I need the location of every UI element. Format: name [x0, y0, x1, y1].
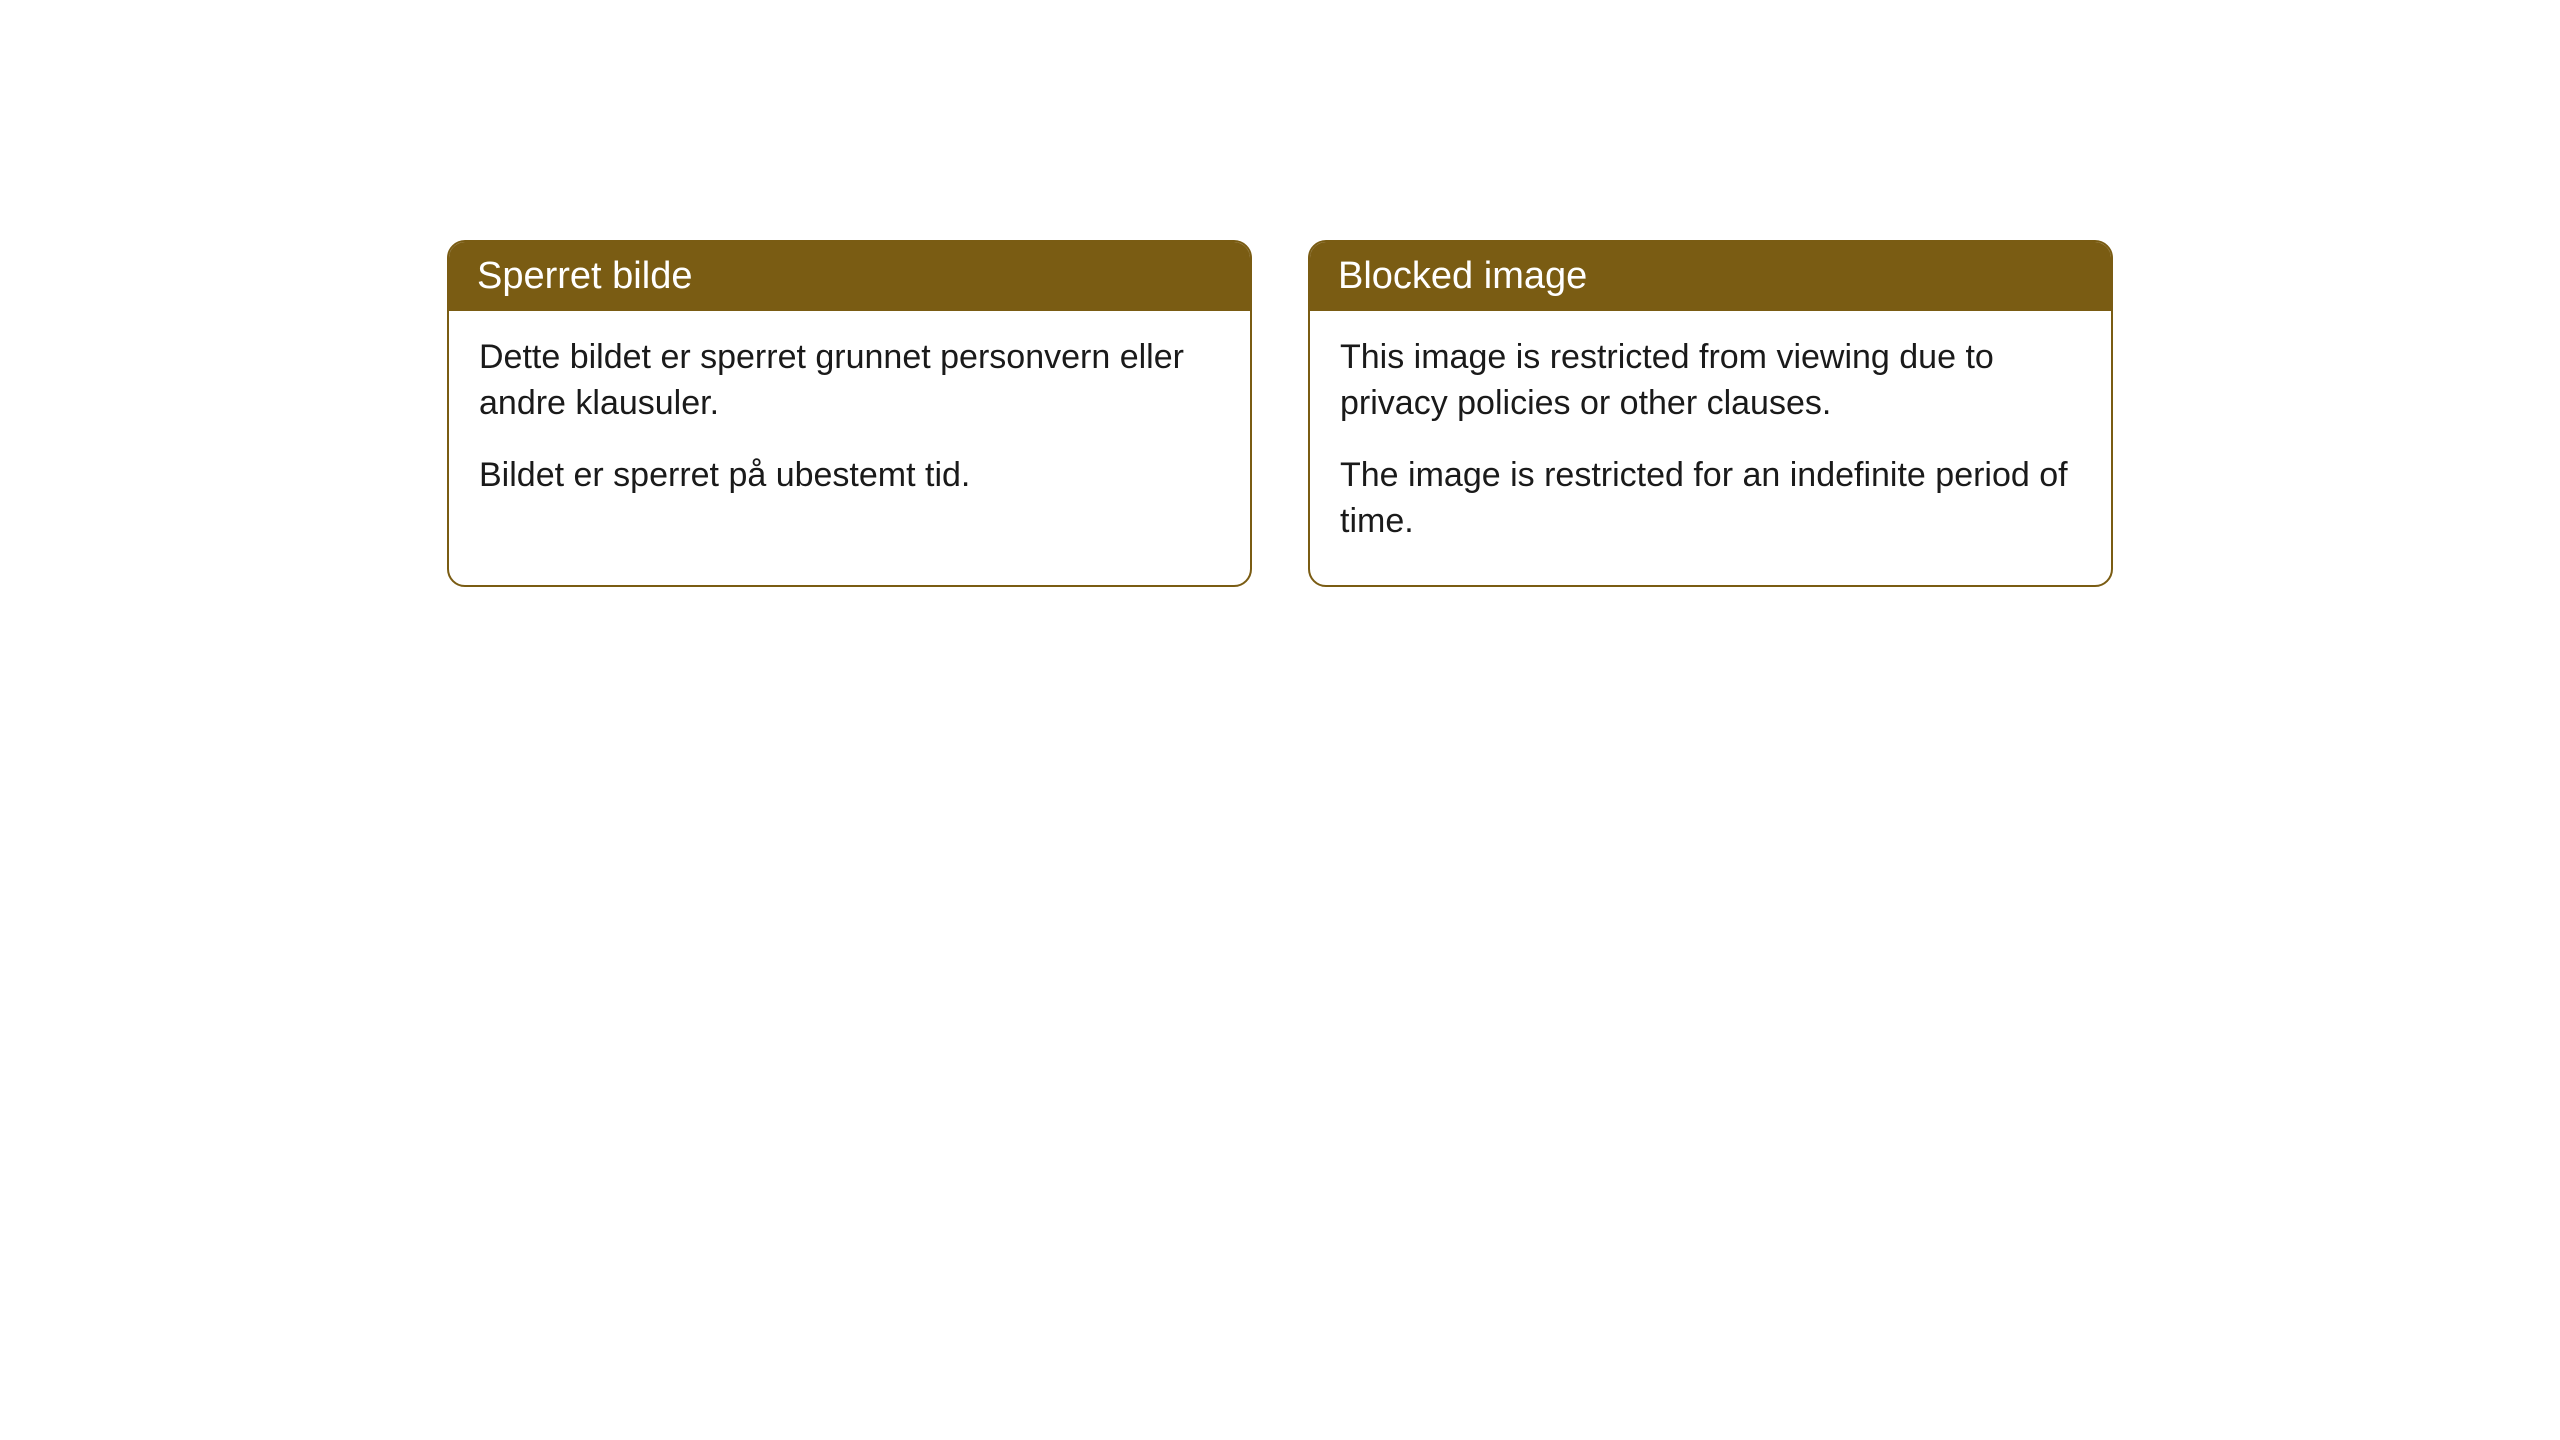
- card-body: Dette bildet er sperret grunnet personve…: [449, 311, 1250, 539]
- card-header: Blocked image: [1310, 242, 2111, 311]
- blocked-image-card-english: Blocked image This image is restricted f…: [1308, 240, 2113, 587]
- card-body: This image is restricted from viewing du…: [1310, 311, 2111, 585]
- card-title: Sperret bilde: [477, 255, 692, 297]
- card-paragraph-2: Bildet er sperret på ubestemt tid.: [479, 453, 1220, 499]
- card-paragraph-1: Dette bildet er sperret grunnet personve…: [479, 335, 1220, 427]
- card-title: Blocked image: [1338, 255, 1587, 297]
- card-header: Sperret bilde: [449, 242, 1250, 311]
- cards-container: Sperret bilde Dette bildet er sperret gr…: [0, 240, 2560, 587]
- card-paragraph-2: The image is restricted for an indefinit…: [1340, 453, 2081, 545]
- card-paragraph-1: This image is restricted from viewing du…: [1340, 335, 2081, 427]
- blocked-image-card-norwegian: Sperret bilde Dette bildet er sperret gr…: [447, 240, 1252, 587]
